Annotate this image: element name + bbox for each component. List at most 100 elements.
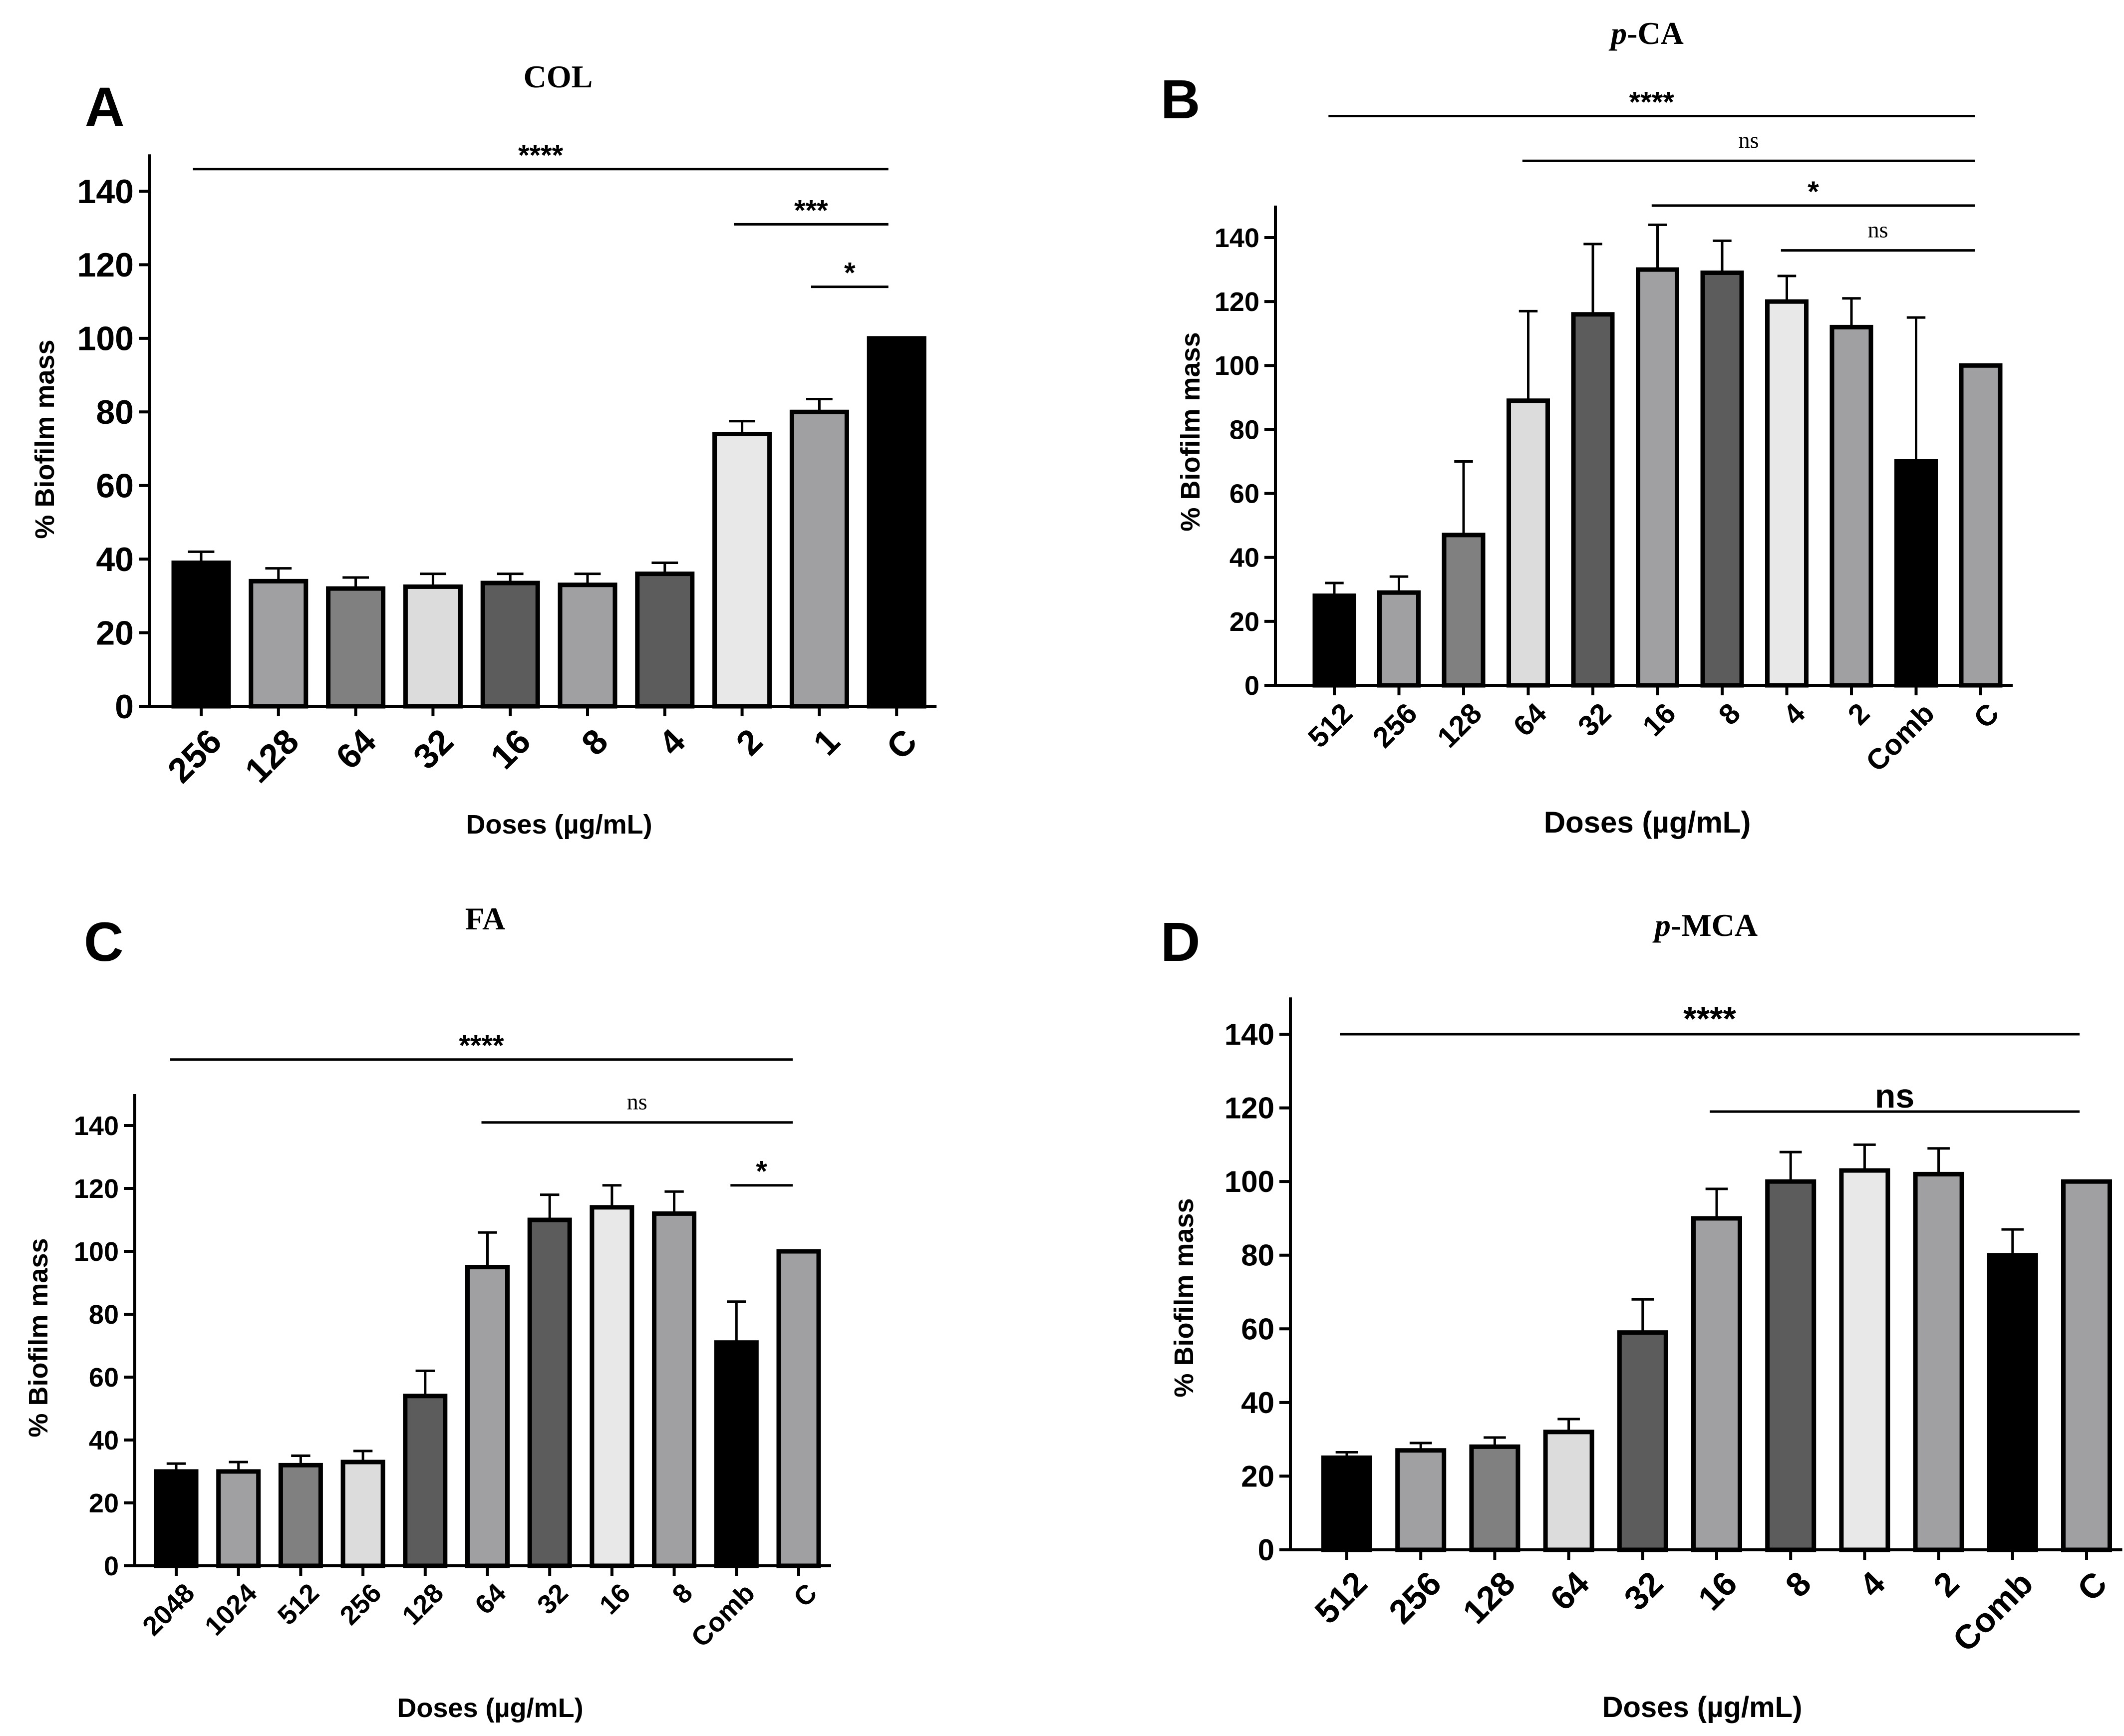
- panel-title: FA: [465, 901, 506, 936]
- bar: [527, 1217, 572, 1568]
- bar: [340, 1459, 385, 1568]
- y-tick-label: 100: [77, 320, 134, 358]
- bar: [1765, 299, 1809, 688]
- significance-label: ****: [459, 1030, 504, 1062]
- bar: [1700, 270, 1744, 688]
- bar: [776, 1249, 821, 1568]
- significance-label: ns: [627, 1089, 647, 1115]
- significance-label: ***: [794, 194, 828, 227]
- bar: [1469, 1444, 1520, 1552]
- bar: [1321, 1455, 1372, 1552]
- significance-label: ns: [1875, 1077, 1914, 1115]
- bar: [1765, 1179, 1817, 1552]
- bar: [867, 336, 926, 709]
- panel-title: p-CA: [1608, 15, 1684, 51]
- y-tick-label: 100: [74, 1237, 119, 1267]
- y-tick-label: 60: [1241, 1312, 1274, 1346]
- y-tick-label: 140: [77, 173, 134, 211]
- y-tick-label: 60: [1229, 479, 1259, 509]
- significance-label: ns: [1739, 127, 1759, 153]
- bar: [1442, 533, 1486, 688]
- bar: [403, 584, 463, 709]
- bar: [1571, 312, 1615, 688]
- y-tick-label: 80: [96, 393, 134, 431]
- bar: [1691, 1216, 1742, 1552]
- y-tick-label: 120: [74, 1174, 119, 1204]
- bar: [1395, 1448, 1447, 1552]
- panel-letter: D: [1161, 911, 1200, 973]
- y-tick-label: 0: [1258, 1533, 1274, 1567]
- y-tick-label: 120: [77, 246, 134, 284]
- bar: [171, 561, 231, 709]
- y-tick-label: 140: [74, 1111, 119, 1141]
- panel-letter: A: [85, 76, 124, 138]
- significance-label: *: [844, 257, 856, 289]
- bar: [1839, 1168, 1890, 1552]
- bar: [1507, 398, 1550, 688]
- bar: [1617, 1330, 1668, 1552]
- y-tick-label: 80: [1241, 1239, 1274, 1272]
- bar: [1312, 593, 1356, 688]
- x-axis-label: Doses (µg/mL): [1544, 806, 1751, 839]
- y-axis-label: % Biofilm mass: [23, 1238, 53, 1437]
- significance-label: ****: [518, 139, 564, 172]
- significance-label: ****: [1629, 86, 1675, 119]
- panel-title: COL: [524, 59, 593, 94]
- y-tick-label: 20: [1229, 607, 1259, 637]
- significance-label: ****: [1683, 1000, 1736, 1038]
- y-tick-label: 20: [89, 1488, 119, 1518]
- bar: [1894, 459, 1938, 688]
- y-tick-label: 40: [1229, 543, 1259, 573]
- y-tick-label: 40: [89, 1426, 119, 1455]
- y-tick-label: 0: [104, 1551, 119, 1581]
- y-axis-label: % Biofilm mass: [30, 339, 60, 539]
- y-tick-label: 0: [1244, 671, 1259, 701]
- significance-label: *: [756, 1156, 767, 1188]
- bar: [2061, 1179, 2112, 1552]
- bar: [1913, 1171, 1964, 1552]
- y-tick-label: 140: [1224, 1018, 1274, 1051]
- bar: [403, 1394, 448, 1568]
- bar: [712, 432, 772, 709]
- y-tick-label: 80: [1229, 415, 1259, 445]
- bar: [590, 1205, 634, 1568]
- bar: [1543, 1430, 1594, 1552]
- y-tick-label: 0: [115, 688, 134, 726]
- y-tick-label: 40: [1241, 1386, 1274, 1420]
- y-tick-label: 120: [1214, 287, 1259, 317]
- bar: [1829, 324, 1873, 688]
- bar: [326, 586, 386, 709]
- bar: [1987, 1253, 2038, 1552]
- y-tick-label: 100: [1214, 351, 1259, 381]
- x-axis-label: Doses (µg/mL): [466, 810, 652, 840]
- y-axis-label: % Biofilm mass: [1169, 1198, 1199, 1397]
- bar: [465, 1265, 510, 1568]
- y-tick-label: 60: [89, 1363, 119, 1393]
- y-tick-label: 60: [96, 467, 134, 505]
- bar: [154, 1469, 199, 1568]
- x-axis-label: Doses (µg/mL): [397, 1693, 583, 1723]
- bar: [278, 1462, 323, 1568]
- significance-label: *: [1808, 176, 1819, 208]
- bar: [714, 1340, 759, 1568]
- y-tick-label: 40: [96, 541, 134, 579]
- y-tick-label: 20: [96, 614, 134, 652]
- significance-label: ns: [1868, 217, 1888, 243]
- panel-title: p-MCA: [1652, 907, 1758, 943]
- y-tick-label: 140: [1214, 223, 1259, 253]
- panel-letter: B: [1161, 69, 1200, 130]
- bar: [216, 1469, 261, 1568]
- bar: [652, 1211, 697, 1568]
- bar: [558, 582, 617, 709]
- panel-letter: C: [84, 911, 123, 973]
- y-tick-label: 100: [1224, 1165, 1274, 1198]
- bar: [635, 572, 695, 709]
- bar: [480, 580, 540, 709]
- bar: [789, 409, 849, 709]
- bar: [1377, 590, 1421, 688]
- bar: [249, 579, 308, 709]
- y-axis-label: % Biofilm mass: [1176, 332, 1206, 531]
- y-tick-label: 120: [1224, 1092, 1274, 1125]
- bar: [1636, 267, 1679, 688]
